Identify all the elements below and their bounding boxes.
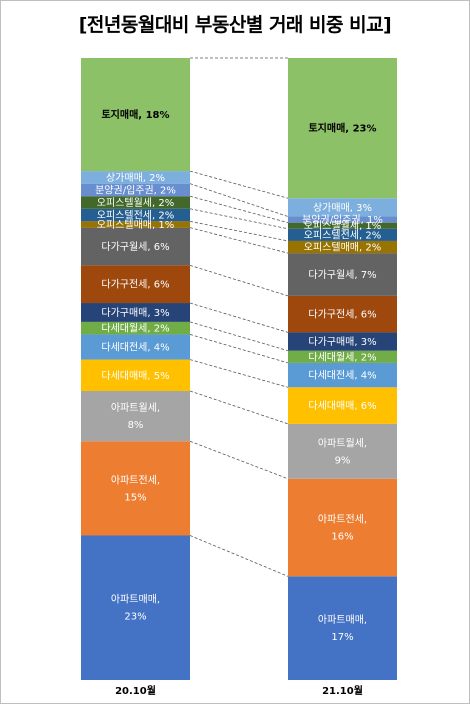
connector-line [189, 390, 289, 425]
segment-오피스텔월세 [81, 196, 190, 209]
segment-label: 아파트매매, [318, 614, 367, 626]
segment-다세대전세 [81, 334, 190, 360]
segment-분양권/입주권 [81, 183, 190, 197]
segment-다가구매매 [288, 332, 397, 351]
segment-아파트매매 [288, 576, 397, 680]
segment-오피스텔월세 [288, 222, 397, 229]
segment-label: 오피스텔월세, 2% [97, 197, 174, 209]
category-label: 21.10월 [322, 685, 363, 697]
segment-label: 다가구월세, 7% [308, 269, 376, 281]
connector-line [189, 195, 289, 224]
connector-line [189, 227, 289, 254]
segment-label: 상가매매, 3% [313, 202, 372, 214]
connector-line [189, 359, 289, 388]
segment-label: 다세대월세, 2% [101, 323, 169, 335]
segment-label: 다가구매매, 3% [308, 336, 376, 348]
segment-오피스텔전세 [81, 208, 190, 222]
segment-아파트월세 [81, 390, 190, 442]
segment-label: 토지매매, 23% [308, 122, 376, 135]
segment-label: 아파트월세, [111, 402, 160, 414]
connector-line [189, 208, 289, 230]
segment-value: 23% [124, 612, 146, 623]
connector-line [189, 302, 289, 333]
category-label: 20.10월 [115, 685, 156, 697]
segment-label: 아파트전세, [318, 514, 367, 526]
segment-다가구매매 [81, 303, 190, 322]
segment-label: 아파트월세, [318, 437, 367, 449]
connector-line [189, 183, 289, 217]
segment-label: 아파트매매, [111, 594, 160, 606]
chart-title: [전년동월대비 부동산별 거래 비중 비교] [78, 14, 392, 36]
segment-아파트전세 [81, 441, 190, 536]
connector-line [189, 220, 289, 242]
connector-lines [189, 57, 289, 577]
segment-label: 다가구매매, 3% [101, 307, 169, 319]
segment-아파트전세 [288, 478, 397, 577]
segment-label: 다세대매매, 5% [101, 370, 169, 382]
segment-다가구월세 [81, 227, 190, 266]
segment-label: 다가구전세, 6% [101, 279, 169, 291]
segment-label: 다세대매매, 6% [308, 400, 376, 412]
connector-line [189, 264, 289, 297]
segment-value: 8% [128, 420, 144, 431]
segment-다가구전세 [288, 295, 397, 333]
segment-value: 16% [331, 532, 353, 543]
segment-label: 상가매매, 2% [106, 172, 165, 184]
plot-gap [190, 58, 288, 680]
segment-다세대월세 [288, 350, 397, 363]
segment-다가구월세 [288, 253, 397, 296]
connector-line [189, 334, 289, 364]
bar-2 [288, 58, 397, 680]
segment-아파트매매 [81, 535, 190, 680]
segment-value: 15% [124, 492, 146, 503]
segment-아파트월세 [288, 423, 397, 479]
segment-토지매매 [288, 58, 397, 199]
segment-분양권/입주권 [288, 216, 397, 223]
segment-label: 분양권/입주권, 2% [95, 183, 176, 196]
connector-line [189, 321, 289, 352]
segment-value: 17% [331, 632, 353, 643]
segment-label: 아파트전세, [111, 474, 160, 486]
segment-오피스텔전세 [288, 228, 397, 241]
segment-다세대전세 [288, 362, 397, 388]
segment-label: 오피스텔전세, 2% [304, 229, 381, 241]
connector-line [189, 170, 289, 199]
segment-label: 다세대전세, 4% [101, 342, 169, 354]
segment-오피스텔매매 [288, 240, 397, 254]
segment-상가매매 [81, 171, 190, 184]
segment-다세대월세 [81, 321, 190, 335]
segment-다가구전세 [81, 265, 190, 304]
connector-line [189, 440, 289, 480]
segment-label: 오피스텔매매, 1% [97, 219, 174, 231]
segment-label: 다세대전세, 4% [308, 370, 376, 382]
segment-상가매매 [288, 198, 397, 217]
segment-label: 분양권/입주권, 1% [302, 213, 383, 226]
segment-label: 오피스텔매매, 2% [304, 242, 381, 254]
segment-토지매매 [81, 58, 190, 172]
bar-1 [81, 58, 190, 680]
segment-다세대매매 [288, 387, 397, 424]
segment-label: 오피스텔전세, 2% [97, 210, 174, 222]
segment-다세대매매 [81, 359, 190, 391]
segment-label: 오피스텔월세, 1% [304, 220, 381, 232]
segment-value: 9% [335, 455, 351, 466]
segment-label: 토지매매, 18% [101, 108, 169, 121]
segment-label: 다세대월세, 2% [308, 351, 376, 363]
connector-line [189, 535, 289, 577]
segment-label: 다가구전세, 6% [308, 309, 376, 321]
segment-label: 다가구월세, 6% [101, 241, 169, 253]
segment-오피스텔매매 [81, 221, 190, 228]
